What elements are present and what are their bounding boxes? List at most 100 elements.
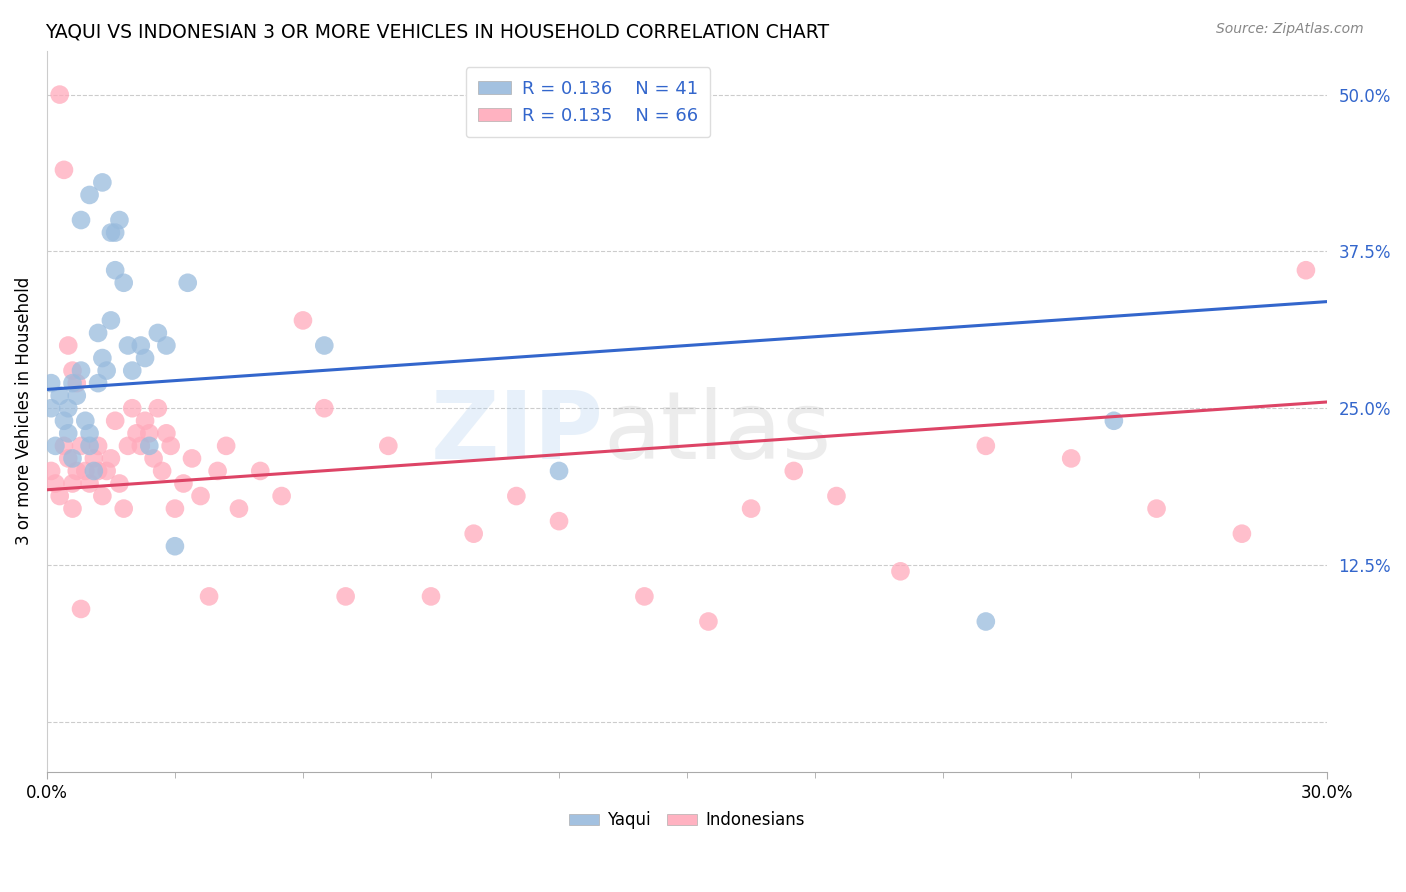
Point [87, 326, 110, 340]
Point [249, 464, 271, 478]
Point [314, 338, 336, 352]
Point [134, 414, 156, 428]
Point [108, 476, 131, 491]
Point [100, 226, 122, 240]
Point [44, 439, 66, 453]
Point [52, 414, 75, 428]
Point [87, 376, 110, 391]
Point [1295, 263, 1317, 277]
Point [1146, 501, 1168, 516]
Point [52, 162, 75, 177]
Point [159, 439, 181, 453]
Point [270, 489, 292, 503]
Point [1102, 414, 1125, 428]
Text: atlas: atlas [603, 387, 832, 479]
Point [190, 489, 212, 503]
Point [215, 439, 238, 453]
Point [62, 501, 84, 516]
Point [87, 464, 110, 478]
Y-axis label: 3 or more Vehicles in Household: 3 or more Vehicles in Household [15, 277, 32, 546]
Point [129, 439, 152, 453]
Point [974, 615, 997, 629]
Point [104, 226, 127, 240]
Text: YAQUI VS INDONESIAN 3 OR MORE VEHICLES IN HOUSEHOLD CORRELATION CHART: YAQUI VS INDONESIAN 3 OR MORE VEHICLES I… [45, 22, 830, 41]
Point [100, 451, 122, 466]
Point [48, 87, 70, 102]
Point [62, 451, 84, 466]
Point [155, 338, 177, 352]
Point [1230, 526, 1253, 541]
Point [163, 501, 186, 516]
Point [138, 439, 160, 453]
Point [58, 401, 80, 416]
Point [75, 414, 97, 428]
Point [198, 590, 221, 604]
Point [548, 464, 571, 478]
Point [91, 489, 114, 503]
Point [104, 263, 127, 277]
Point [121, 363, 143, 377]
Point [548, 514, 571, 528]
Point [39, 376, 62, 391]
Point [314, 401, 336, 416]
Text: ZIP: ZIP [432, 387, 603, 479]
Point [62, 376, 84, 391]
Point [96, 464, 118, 478]
Point [146, 326, 169, 340]
Point [117, 439, 139, 453]
Point [44, 476, 66, 491]
Legend: Yaqui, Indonesians: Yaqui, Indonesians [562, 805, 813, 836]
Point [125, 426, 148, 441]
Point [155, 426, 177, 441]
Point [377, 439, 399, 453]
Point [291, 313, 314, 327]
Point [58, 426, 80, 441]
Point [96, 363, 118, 377]
Point [825, 489, 848, 503]
Point [75, 464, 97, 478]
Point [335, 590, 357, 604]
Text: Source: ZipAtlas.com: Source: ZipAtlas.com [1216, 22, 1364, 37]
Point [52, 439, 75, 453]
Point [91, 351, 114, 365]
Point [70, 213, 93, 227]
Point [228, 501, 250, 516]
Point [1060, 451, 1083, 466]
Point [79, 476, 101, 491]
Point [129, 338, 152, 352]
Point [83, 464, 105, 478]
Point [48, 489, 70, 503]
Point [163, 539, 186, 553]
Point [142, 451, 165, 466]
Point [974, 439, 997, 453]
Point [83, 451, 105, 466]
Point [463, 526, 485, 541]
Point [70, 602, 93, 616]
Point [150, 464, 173, 478]
Point [58, 338, 80, 352]
Point [104, 414, 127, 428]
Point [79, 439, 101, 453]
Point [62, 476, 84, 491]
Point [172, 476, 194, 491]
Point [138, 426, 160, 441]
Point [79, 188, 101, 202]
Point [112, 501, 135, 516]
Point [48, 389, 70, 403]
Point [783, 464, 806, 478]
Point [146, 401, 169, 416]
Point [121, 401, 143, 416]
Point [66, 376, 89, 391]
Point [91, 175, 114, 189]
Point [108, 213, 131, 227]
Point [66, 464, 89, 478]
Point [58, 451, 80, 466]
Point [505, 489, 527, 503]
Point [39, 464, 62, 478]
Point [889, 564, 911, 578]
Point [117, 338, 139, 352]
Point [134, 351, 156, 365]
Point [207, 464, 229, 478]
Point [66, 389, 89, 403]
Point [112, 276, 135, 290]
